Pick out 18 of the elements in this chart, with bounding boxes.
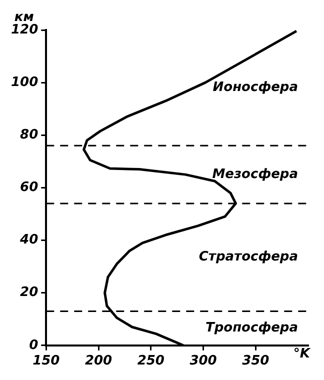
y-axis-title: км: [14, 10, 34, 25]
x-tick-label: 200: [84, 354, 112, 369]
x-tick-label: 150: [32, 354, 60, 369]
y-tick-label: 60: [20, 180, 38, 196]
y-tick-label: 20: [20, 285, 38, 300]
x-tick-label: 250: [137, 354, 164, 369]
y-tick-label: 0: [29, 338, 38, 353]
x-tick-label: 350: [242, 354, 270, 369]
annotation: Стратосфера: [198, 250, 298, 265]
annotation: Тропосфера: [205, 320, 298, 336]
y-tick-label: 100: [10, 74, 38, 90]
x-tick-label: 300: [190, 354, 217, 369]
x-axis-title: °K: [293, 346, 311, 362]
y-tick-label: 120: [10, 22, 38, 38]
y-tick-label: 80: [20, 128, 38, 143]
y-tick-label: 40: [19, 232, 38, 248]
annotation: Ионосфера: [212, 80, 298, 96]
annotation: Мезосфера: [212, 166, 298, 182]
